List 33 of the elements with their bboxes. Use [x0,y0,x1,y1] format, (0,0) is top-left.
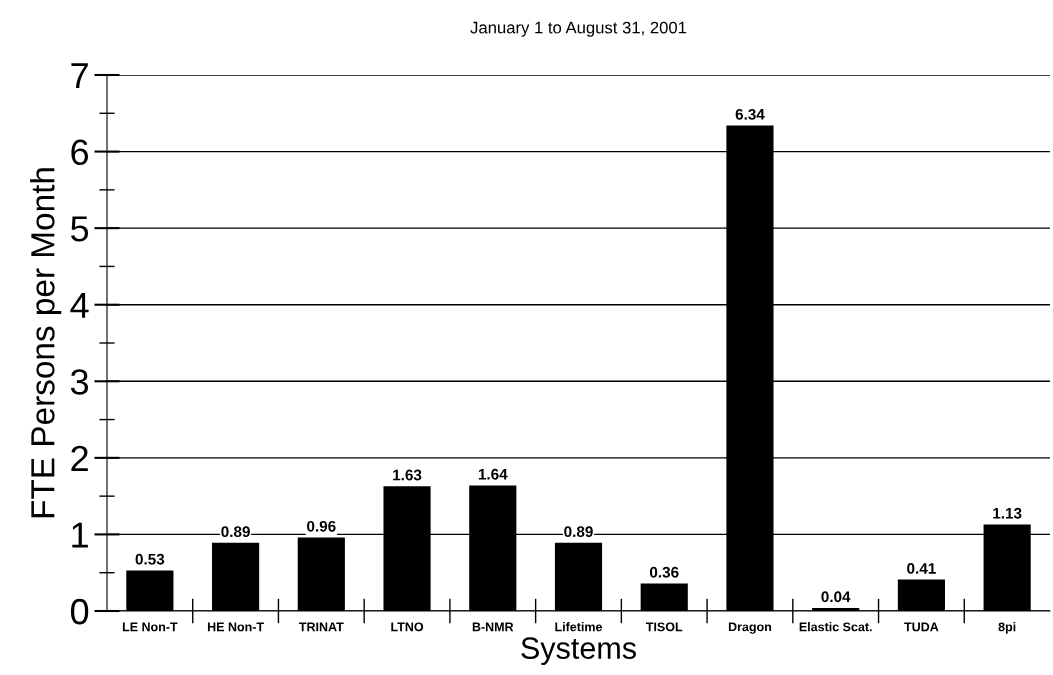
x-tick-label: 8pi [998,622,1016,634]
x-tick-label: TISOL [645,622,683,632]
data-label: 0.53 [135,553,165,565]
x-tick-label: TRINAT [299,622,344,632]
y-tick-label: 7 [71,63,88,89]
data-label: 0.04 [821,591,851,603]
y-tick-label: 5 [71,216,89,242]
x-tick-label: LE Non-T [122,622,178,632]
data-label: 6.34 [735,108,765,120]
data-label: 1.64 [478,468,508,480]
data-label: 1.63 [393,469,422,481]
data-label: 0.41 [907,562,936,574]
x-tick-label: LTNO [391,622,424,632]
chart-title: January 1 to August 31, 2001 [470,21,687,37]
y-tick-label: 3 [70,369,89,395]
y-tick-label: 1 [72,522,88,548]
data-label: 0.96 [307,520,336,532]
x-axis-title: Systems [521,637,636,666]
x-tick-label: B-NMR [472,622,514,632]
y-tick-label: 0 [70,598,89,625]
data-label: 0.36 [649,566,679,578]
x-tick-label: Elastic Scat. [799,622,872,632]
x-tick-label: TUDA [904,622,939,632]
x-tick-label: Dragon [728,622,772,634]
y-axis-title: FTE Persons per Month [30,168,62,518]
x-tick-label: HE Non-T [207,622,264,632]
data-label: 0.89 [221,526,250,538]
y-tick-label: 2 [71,445,88,471]
data-label: 1.13 [993,507,1022,519]
x-tick-label: Lifetime [555,622,603,632]
data-label: 0.89 [564,526,593,538]
y-tick-label: 6 [71,139,89,166]
y-tick-label: 4 [70,292,89,318]
